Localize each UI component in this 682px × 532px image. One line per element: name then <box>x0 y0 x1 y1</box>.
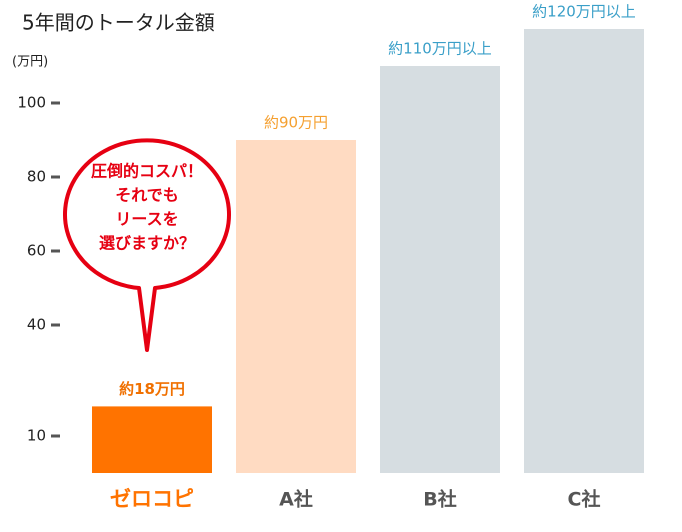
y-tick-label: 60 <box>27 242 46 260</box>
value-label: 約120万円以上 <box>532 3 636 21</box>
x-tick-label: A社 <box>279 488 313 511</box>
y-unit: (万円) <box>12 55 48 70</box>
chart-title: 5年間のトータル金額 <box>22 11 215 35</box>
bubble-text: 選びますか？ <box>99 234 195 253</box>
y-tick-label: 100 <box>17 94 46 112</box>
y-tick-label: 10 <box>27 427 46 445</box>
value-label: 約90万円 <box>264 114 328 132</box>
y-tick-label: 80 <box>27 168 46 186</box>
speech-bubble <box>63 138 231 352</box>
x-tick-label: B社 <box>423 488 456 511</box>
x-tick-label: C社 <box>568 488 601 511</box>
y-tick-label: 40 <box>27 316 46 334</box>
bubble-text: リースを <box>115 210 178 229</box>
bubble-text: 圧倒的コスパ！ <box>91 162 203 181</box>
bar <box>380 66 500 473</box>
bar <box>92 406 212 473</box>
bar <box>236 140 356 473</box>
bar <box>524 29 644 473</box>
bubble-text: それでも <box>115 186 179 205</box>
value-label: 約110万円以上 <box>388 40 492 58</box>
x-tick-label: ゼロコピ <box>110 487 194 511</box>
value-label: 約18万円 <box>119 380 185 398</box>
